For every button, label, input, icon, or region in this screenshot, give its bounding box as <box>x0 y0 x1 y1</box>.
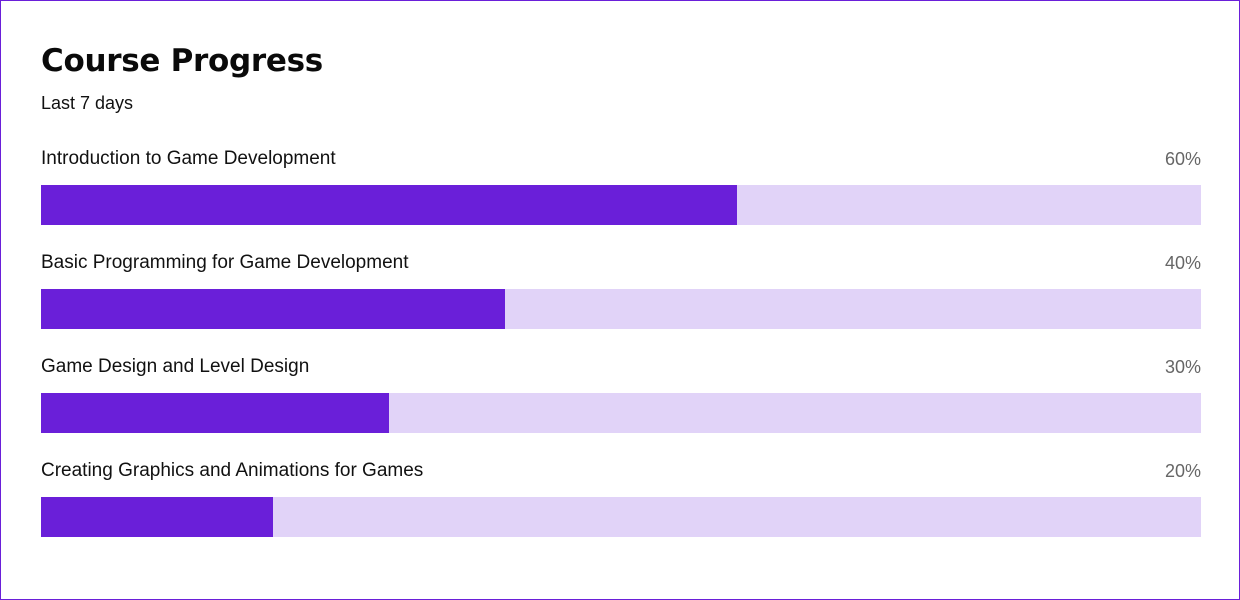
course-name: Game Design and Level Design <box>41 356 310 377</box>
course-percent: 40% <box>1164 253 1201 273</box>
progress-track <box>41 497 1201 537</box>
course-percent: 30% <box>1164 357 1201 377</box>
course-name: Introduction to Game Development <box>41 148 336 169</box>
progress-fill <box>41 497 273 537</box>
course-progress-item: Creating Graphics and Animations for Gam… <box>41 459 1201 549</box>
progress-track <box>41 393 1201 433</box>
progress-track <box>41 185 1201 225</box>
progress-fill <box>41 185 737 225</box>
course-progress-item: Game Design and Level Design 30% <box>41 355 1201 445</box>
course-progress-item: Basic Programming for Game Development 4… <box>41 251 1201 341</box>
progress-track <box>41 289 1201 329</box>
course-percent: 60% <box>1164 149 1201 169</box>
card-title: Course Progress <box>41 43 323 79</box>
course-progress-item: Introduction to Game Development 60% <box>41 147 1201 237</box>
course-name: Basic Programming for Game Development <box>41 252 409 273</box>
progress-fill <box>41 393 389 433</box>
progress-fill <box>41 289 505 329</box>
card-subtitle: Last 7 days <box>41 93 134 113</box>
course-percent: 20% <box>1164 461 1201 481</box>
course-name: Creating Graphics and Animations for Gam… <box>41 460 424 481</box>
